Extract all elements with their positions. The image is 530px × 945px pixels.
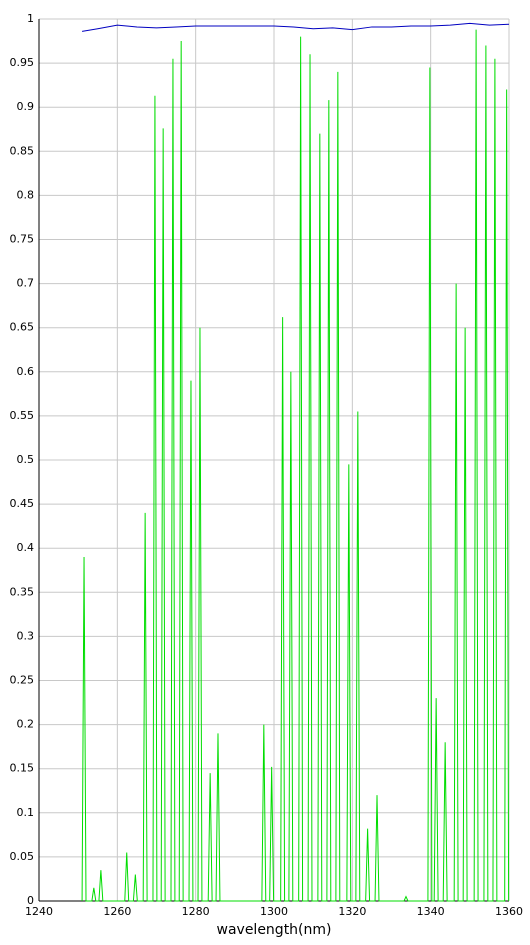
y-tick-label: 0.4 xyxy=(17,541,35,554)
y-tick-label: 1 xyxy=(27,12,34,25)
y-tick-label: 0.95 xyxy=(10,56,35,69)
x-tick-label: 1360 xyxy=(495,905,523,918)
y-tick-label: 0.55 xyxy=(10,409,35,422)
series-line xyxy=(81,22,510,32)
x-tick-label: 1280 xyxy=(182,905,210,918)
y-tick-label: 0.75 xyxy=(10,233,35,246)
x-tick-label: 1300 xyxy=(260,905,288,918)
y-tick-label: 0.3 xyxy=(17,629,35,642)
y-tick-label: 0.15 xyxy=(10,762,35,775)
y-tick-label: 0.1 xyxy=(17,806,35,819)
y-tick-label: 0.9 xyxy=(17,100,35,113)
x-tick-label: 1260 xyxy=(103,905,131,918)
y-tick-label: 0.7 xyxy=(17,277,35,290)
y-tick-label: 0.5 xyxy=(17,453,35,466)
y-tick-label: 0.8 xyxy=(17,188,35,201)
y-tick-label: 0 xyxy=(27,894,34,907)
y-tick-label: 0.45 xyxy=(10,497,35,510)
y-tick-label: 0.35 xyxy=(10,585,35,598)
x-axis-label: wavelength(nm) xyxy=(217,922,332,938)
series-line xyxy=(81,29,510,902)
y-tick-label: 0.2 xyxy=(17,718,35,731)
y-tick-label: 0.6 xyxy=(17,365,35,378)
x-tick-label: 1320 xyxy=(338,905,366,918)
x-tick-label: 1240 xyxy=(25,905,53,918)
y-tick-label: 0.65 xyxy=(10,321,35,334)
y-tick-label: 0.25 xyxy=(10,674,35,687)
y-tick-label: 0.05 xyxy=(10,850,35,863)
y-tick-label: 0.85 xyxy=(10,144,35,157)
x-tick-label: 1340 xyxy=(417,905,445,918)
